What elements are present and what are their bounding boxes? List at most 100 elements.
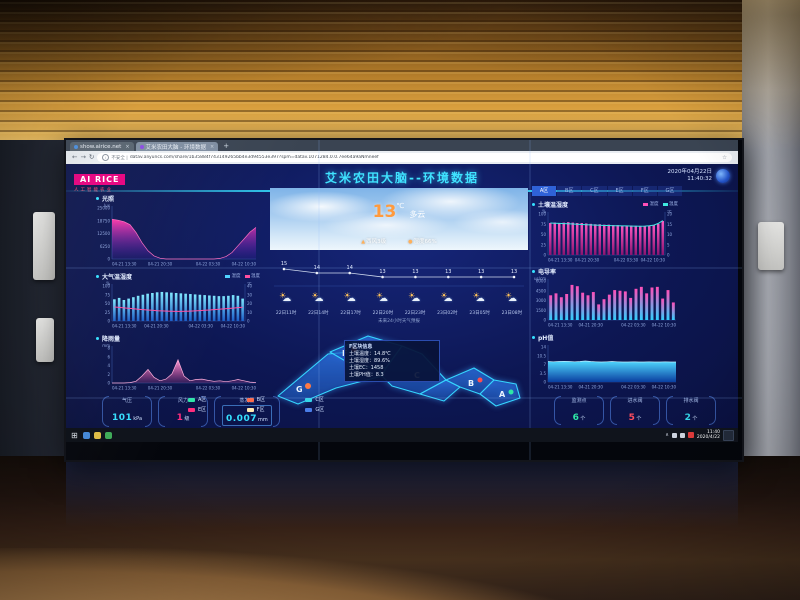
svg-text:04-21 13:30: 04-21 13:30 (112, 324, 137, 329)
svg-text:0: 0 (543, 318, 546, 323)
zone-tabs: A区 B区 C区 E区 F区 G区 (532, 186, 683, 196)
svg-text:04-21 13:30: 04-21 13:30 (548, 385, 573, 390)
bullet-icon (532, 269, 535, 273)
network-icon[interactable] (671, 432, 677, 438)
tray-app-icon[interactable] (687, 432, 694, 438)
forecast-time-label: 22日17时 (340, 311, 361, 316)
zone-tab-G区[interactable]: G区 (657, 186, 683, 196)
info-icon[interactable]: i (102, 154, 110, 161)
svg-text:lux: lux (104, 203, 111, 208)
taskbar-app-icon[interactable] (104, 431, 112, 439)
svg-text:℃: ℃ (247, 281, 252, 286)
svg-text:0: 0 (107, 257, 110, 262)
address-bar[interactable]: i 不安全 | datav.aliyuncs.com/share/1b35884… (97, 153, 732, 162)
svg-text:50: 50 (105, 301, 111, 306)
svg-text:0: 0 (543, 253, 546, 258)
logo-text: AI RICE (74, 174, 126, 185)
svg-text:13: 13 (379, 269, 385, 275)
zone-tab-A区[interactable]: A区 (532, 186, 557, 196)
panel-title: 电导率 (538, 268, 557, 276)
ceiling (0, 0, 800, 148)
svg-text:04-21 20:30: 04-21 20:30 (148, 386, 173, 391)
svg-text:04-21 13:30: 04-21 13:30 (548, 323, 573, 328)
svg-text:04-21 20:30: 04-21 20:30 (144, 324, 169, 329)
partly-cloudy-icon: ☀ ☁ (408, 291, 421, 304)
tray-chevron-icon[interactable]: ∧ (665, 432, 669, 438)
svg-text:mm: mm (102, 343, 110, 348)
svg-text:0: 0 (543, 380, 546, 385)
zone-A-pin[interactable] (508, 389, 514, 395)
zone-legend-chip (305, 407, 313, 412)
zone-B-pin[interactable] (477, 377, 483, 383)
zone-tab-E区[interactable]: E区 (607, 186, 632, 196)
svg-text:04-21 20:30: 04-21 20:30 (578, 385, 603, 390)
svg-text:75: 75 (105, 292, 111, 297)
stat-right-2: 排水阀 2个 (666, 395, 716, 426)
bullet-icon (96, 196, 99, 200)
forecast-times-row: 22日11时 22日14时 22日17时 22日20时 22日23时 23日02时 23日0… (270, 310, 528, 316)
zone-tab-B区[interactable]: B区 (557, 186, 582, 196)
url-text: datav.aliyuncs.com/share/1b35884f7431492… (129, 155, 379, 160)
bullet-icon (96, 274, 99, 278)
panel-title: 光照 (102, 195, 115, 203)
forecast-time-label: 23日05时 (469, 311, 490, 316)
chart-legend: 湿度 温度 (643, 201, 682, 207)
forecast-note: 未来24小时天气预报 (378, 319, 420, 324)
wind-icon: ▲ (361, 239, 366, 245)
taskbar-clock[interactable]: 11:40 2020/4/22 (697, 430, 720, 441)
notification-icon[interactable] (723, 429, 734, 441)
svg-text:75: 75 (541, 222, 547, 227)
svg-text:30: 30 (247, 292, 253, 297)
start-button[interactable]: ⊞ (71, 430, 78, 440)
tooltip-row: 土壤PH值：8.3 (349, 372, 384, 378)
legend-item: 温度 (662, 201, 678, 207)
svg-text:04-22 10:30: 04-22 10:30 (652, 385, 677, 390)
svg-text:7: 7 (543, 362, 546, 367)
stat-right-0: 监测点 6个 (554, 395, 604, 426)
globe-icon (716, 169, 730, 183)
back-icon[interactable]: ← (72, 153, 78, 162)
svg-text:12500: 12500 (97, 231, 110, 236)
zone-tab-F区[interactable]: F区 (632, 186, 657, 196)
svg-text:5: 5 (667, 242, 670, 247)
zone-G-pin[interactable] (305, 383, 311, 389)
panel-title: 降雨量 (102, 335, 121, 343)
panel-rain: 降雨量 0 2 4 6 8 mm 04-21 13:30 04-21 20:30 04-22 0… (96, 333, 264, 391)
svg-text:0: 0 (107, 319, 110, 324)
browser-url-row: ← → ↻ i 不安全 | datav.aliyuncs.com/share/1… (66, 151, 738, 164)
volume-icon[interactable] (679, 432, 685, 438)
zone-tooltip: F区块信息 土壤温度：14.8℃ 土壤湿度：89.6% 土壤EC：1458 土壤… (344, 340, 440, 382)
forward-icon[interactable]: → (80, 153, 86, 162)
svg-text:25: 25 (105, 310, 111, 315)
bookmark-star-icon[interactable]: ☆ (722, 154, 727, 161)
partly-cloudy-icon: ☀ ☁ (311, 291, 324, 304)
svg-text:4500: 4500 (536, 288, 547, 293)
zone-A-label: A (499, 390, 506, 399)
svg-text:20: 20 (247, 301, 253, 306)
svg-text:14: 14 (314, 265, 320, 271)
taskbar-app-icon[interactable] (82, 431, 90, 439)
svg-text:04-22 03:30: 04-22 03:30 (621, 385, 646, 390)
dashboard: AI RICE 人工智能农业 艾米农田大脑--环境数据 2020年04月22日 … (66, 164, 738, 428)
forecast-line-chart: 15 14 14 13 13 13 13 13 (274, 261, 524, 287)
svg-text:15: 15 (281, 261, 287, 267)
taskbar-app-icon[interactable] (93, 431, 101, 439)
wall-speaker (36, 318, 54, 362)
svg-text:0: 0 (667, 253, 670, 258)
screen-glow (66, 458, 738, 528)
stats-right: 监测点 6个 进水阀 5个 排水阀 2个 (554, 395, 716, 426)
svg-text:1500: 1500 (536, 308, 547, 313)
datetime: 2020年04月22日 11:40:32 (668, 169, 713, 183)
svg-text:6000: 6000 (536, 279, 547, 284)
date-text: 2020年04月22日 (667, 169, 713, 175)
svg-text:04-22 10:30: 04-22 10:30 (232, 386, 257, 391)
legend-item: 湿度 (643, 201, 659, 207)
svg-text:04-21 13:30: 04-21 13:30 (548, 258, 573, 263)
forecast-time-label: 22日11时 (275, 311, 297, 316)
reload-icon[interactable]: ↻ (88, 153, 95, 162)
svg-text:04-22 03:30: 04-22 03:30 (614, 258, 639, 263)
zone-tab-C区[interactable]: C区 (582, 186, 607, 196)
svg-text:04-22 03:30: 04-22 03:30 (196, 262, 221, 267)
